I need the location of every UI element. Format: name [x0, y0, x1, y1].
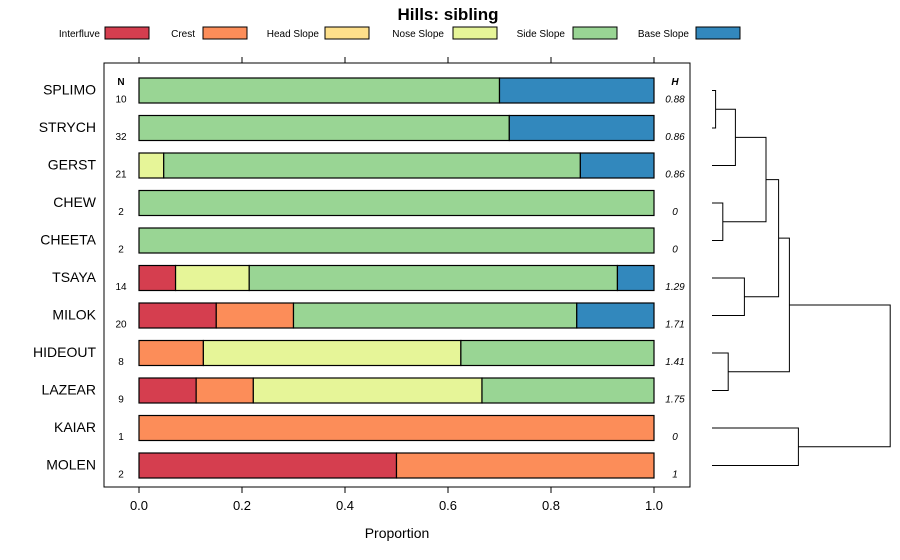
- row-n-hideout: 8: [118, 357, 124, 368]
- bar-segment-hideout-nose-slope: [202, 339, 462, 367]
- row-h-hideout: 1.41: [665, 357, 684, 368]
- dendrogram-link-1: [712, 202, 724, 241]
- bar-segment-kaiar-crest: [138, 414, 655, 442]
- legend-label-nose-slope: Nose Slope: [392, 29, 444, 40]
- bar-segment-splimo-base-slope: [498, 77, 655, 104]
- bar-segment-strych-base-slope: [508, 114, 655, 142]
- row-h-milok: 1.71: [665, 320, 684, 331]
- bar-segment-gerst-side-slope: [163, 152, 581, 179]
- row-h-tsaya: 1.29: [665, 282, 685, 293]
- x-tick-label-2: 0.4: [336, 498, 354, 513]
- bar-segment-splimo-side-slope: [138, 77, 501, 104]
- h-column-header: H: [671, 77, 679, 88]
- dendrogram-link-4: [712, 277, 745, 316]
- bar-segment-tsaya-interfluve: [138, 264, 177, 292]
- legend-label-base-slope: Base Slope: [638, 29, 690, 40]
- legend-swatch-head-slope: [324, 26, 370, 40]
- bar-segment-gerst-base-slope: [579, 152, 655, 179]
- chart-title: Hills: sibling: [397, 5, 498, 24]
- row-n-tsaya: 14: [115, 282, 127, 293]
- dendrogram-link-7: [728, 237, 790, 373]
- legend-swatch-crest: [202, 26, 248, 40]
- dendrogram-link-0: [712, 90, 717, 129]
- row-h-lazear: 1.75: [665, 395, 685, 406]
- bar-segment-lazear-interfluve: [138, 377, 197, 404]
- x-tick-label-1: 0.2: [233, 498, 251, 513]
- legend-swatch-interfluve: [104, 26, 150, 40]
- row-n-lazear: 9: [118, 395, 124, 406]
- bar-segment-lazear-side-slope: [481, 377, 655, 404]
- row-label-cheeta: CHEETA: [40, 232, 96, 248]
- bar-segment-molen-crest: [395, 452, 655, 479]
- legend-label-head-slope: Head Slope: [267, 29, 320, 40]
- x-tick-label-0: 0.0: [130, 498, 148, 513]
- bar-segment-strych-side-slope: [138, 114, 510, 142]
- row-label-strych: STRYCH: [39, 119, 96, 135]
- row-h-gerst: 0.86: [665, 170, 685, 181]
- row-label-lazear: LAZEAR: [42, 382, 96, 398]
- bar-segment-hideout-crest: [138, 339, 204, 367]
- row-label-milok: MILOK: [52, 307, 96, 323]
- row-label-chew: CHEW: [53, 194, 97, 210]
- row-label-gerst: GERST: [48, 157, 97, 173]
- row-label-kaiar: KAIAR: [54, 419, 96, 435]
- bar-segment-milok-base-slope: [576, 302, 655, 329]
- bar-segment-cheeta-side-slope: [138, 227, 655, 254]
- axes-group: 0.0 0.2 0.4 0.6 0.8 1.0: [130, 57, 663, 513]
- row-n-kaiar: 1: [118, 432, 124, 443]
- bar-segment-lazear-crest: [195, 377, 254, 404]
- row-n-milok: 20: [115, 320, 127, 331]
- row-h-chew: 0: [672, 207, 678, 218]
- row-h-kaiar: 0: [672, 432, 678, 443]
- row-label-molen: MOLEN: [46, 457, 96, 473]
- legend-label-crest: Crest: [171, 29, 195, 40]
- bar-segment-molen-interfluve: [138, 452, 398, 479]
- row-h-strych: 0.86: [665, 132, 685, 143]
- row-label-hideout: HIDEOUT: [33, 344, 96, 360]
- row-h-cheeta: 0: [672, 245, 678, 256]
- bar-segment-milok-side-slope: [292, 302, 578, 329]
- dendrogram-link-8: [712, 427, 799, 466]
- legend-swatch-base-slope: [695, 26, 741, 40]
- dendrogram-link-3: [712, 352, 729, 391]
- bar-segment-lazear-nose-slope: [252, 377, 483, 404]
- bars-group: [138, 77, 655, 479]
- row-h-splimo: 0.88: [665, 95, 685, 106]
- dendrogram: [712, 90, 891, 466]
- x-axis-label: Proportion: [365, 525, 430, 541]
- row-n-strych: 32: [115, 132, 127, 143]
- legend-swatch-nose-slope: [452, 26, 498, 40]
- bar-segment-hideout-side-slope: [460, 339, 655, 367]
- row-n-molen: 2: [118, 470, 124, 481]
- row-n-chew: 2: [118, 207, 124, 218]
- dendrogram-link-9: [789, 304, 891, 448]
- x-tick-label-3: 0.6: [439, 498, 457, 513]
- legend-label-interfluve: Interfluve: [59, 29, 101, 40]
- row-label-tsaya: TSAYA: [52, 269, 96, 285]
- bar-segment-milok-crest: [215, 302, 295, 329]
- bar-segment-tsaya-nose-slope: [174, 264, 250, 292]
- bar-segment-milok-interfluve: [138, 302, 217, 329]
- legend: Interfluve Crest Head Slope Nose Slope Side …: [59, 26, 741, 40]
- row-n-gerst: 21: [115, 170, 127, 181]
- bar-segment-tsaya-side-slope: [248, 264, 619, 292]
- legend-swatch-side-slope: [572, 26, 618, 40]
- bar-segment-chew-side-slope: [138, 189, 655, 217]
- row-n-cheeta: 2: [118, 245, 124, 256]
- row-n-splimo: 10: [115, 95, 127, 106]
- plot-frame: [103, 62, 691, 488]
- dendrogram-link-6: [744, 179, 780, 298]
- dendrogram-link-5: [722, 136, 767, 223]
- row-label-splimo: SPLIMO: [43, 82, 96, 98]
- x-tick-label-5: 1.0: [645, 498, 663, 513]
- legend-label-side-slope: Side Slope: [517, 29, 566, 40]
- n-column-header: N: [117, 77, 124, 88]
- x-tick-label-4: 0.8: [542, 498, 560, 513]
- row-h-molen: 1: [672, 470, 678, 481]
- bar-segment-tsaya-base-slope: [616, 264, 655, 292]
- bar-segment-gerst-nose-slope: [138, 152, 165, 179]
